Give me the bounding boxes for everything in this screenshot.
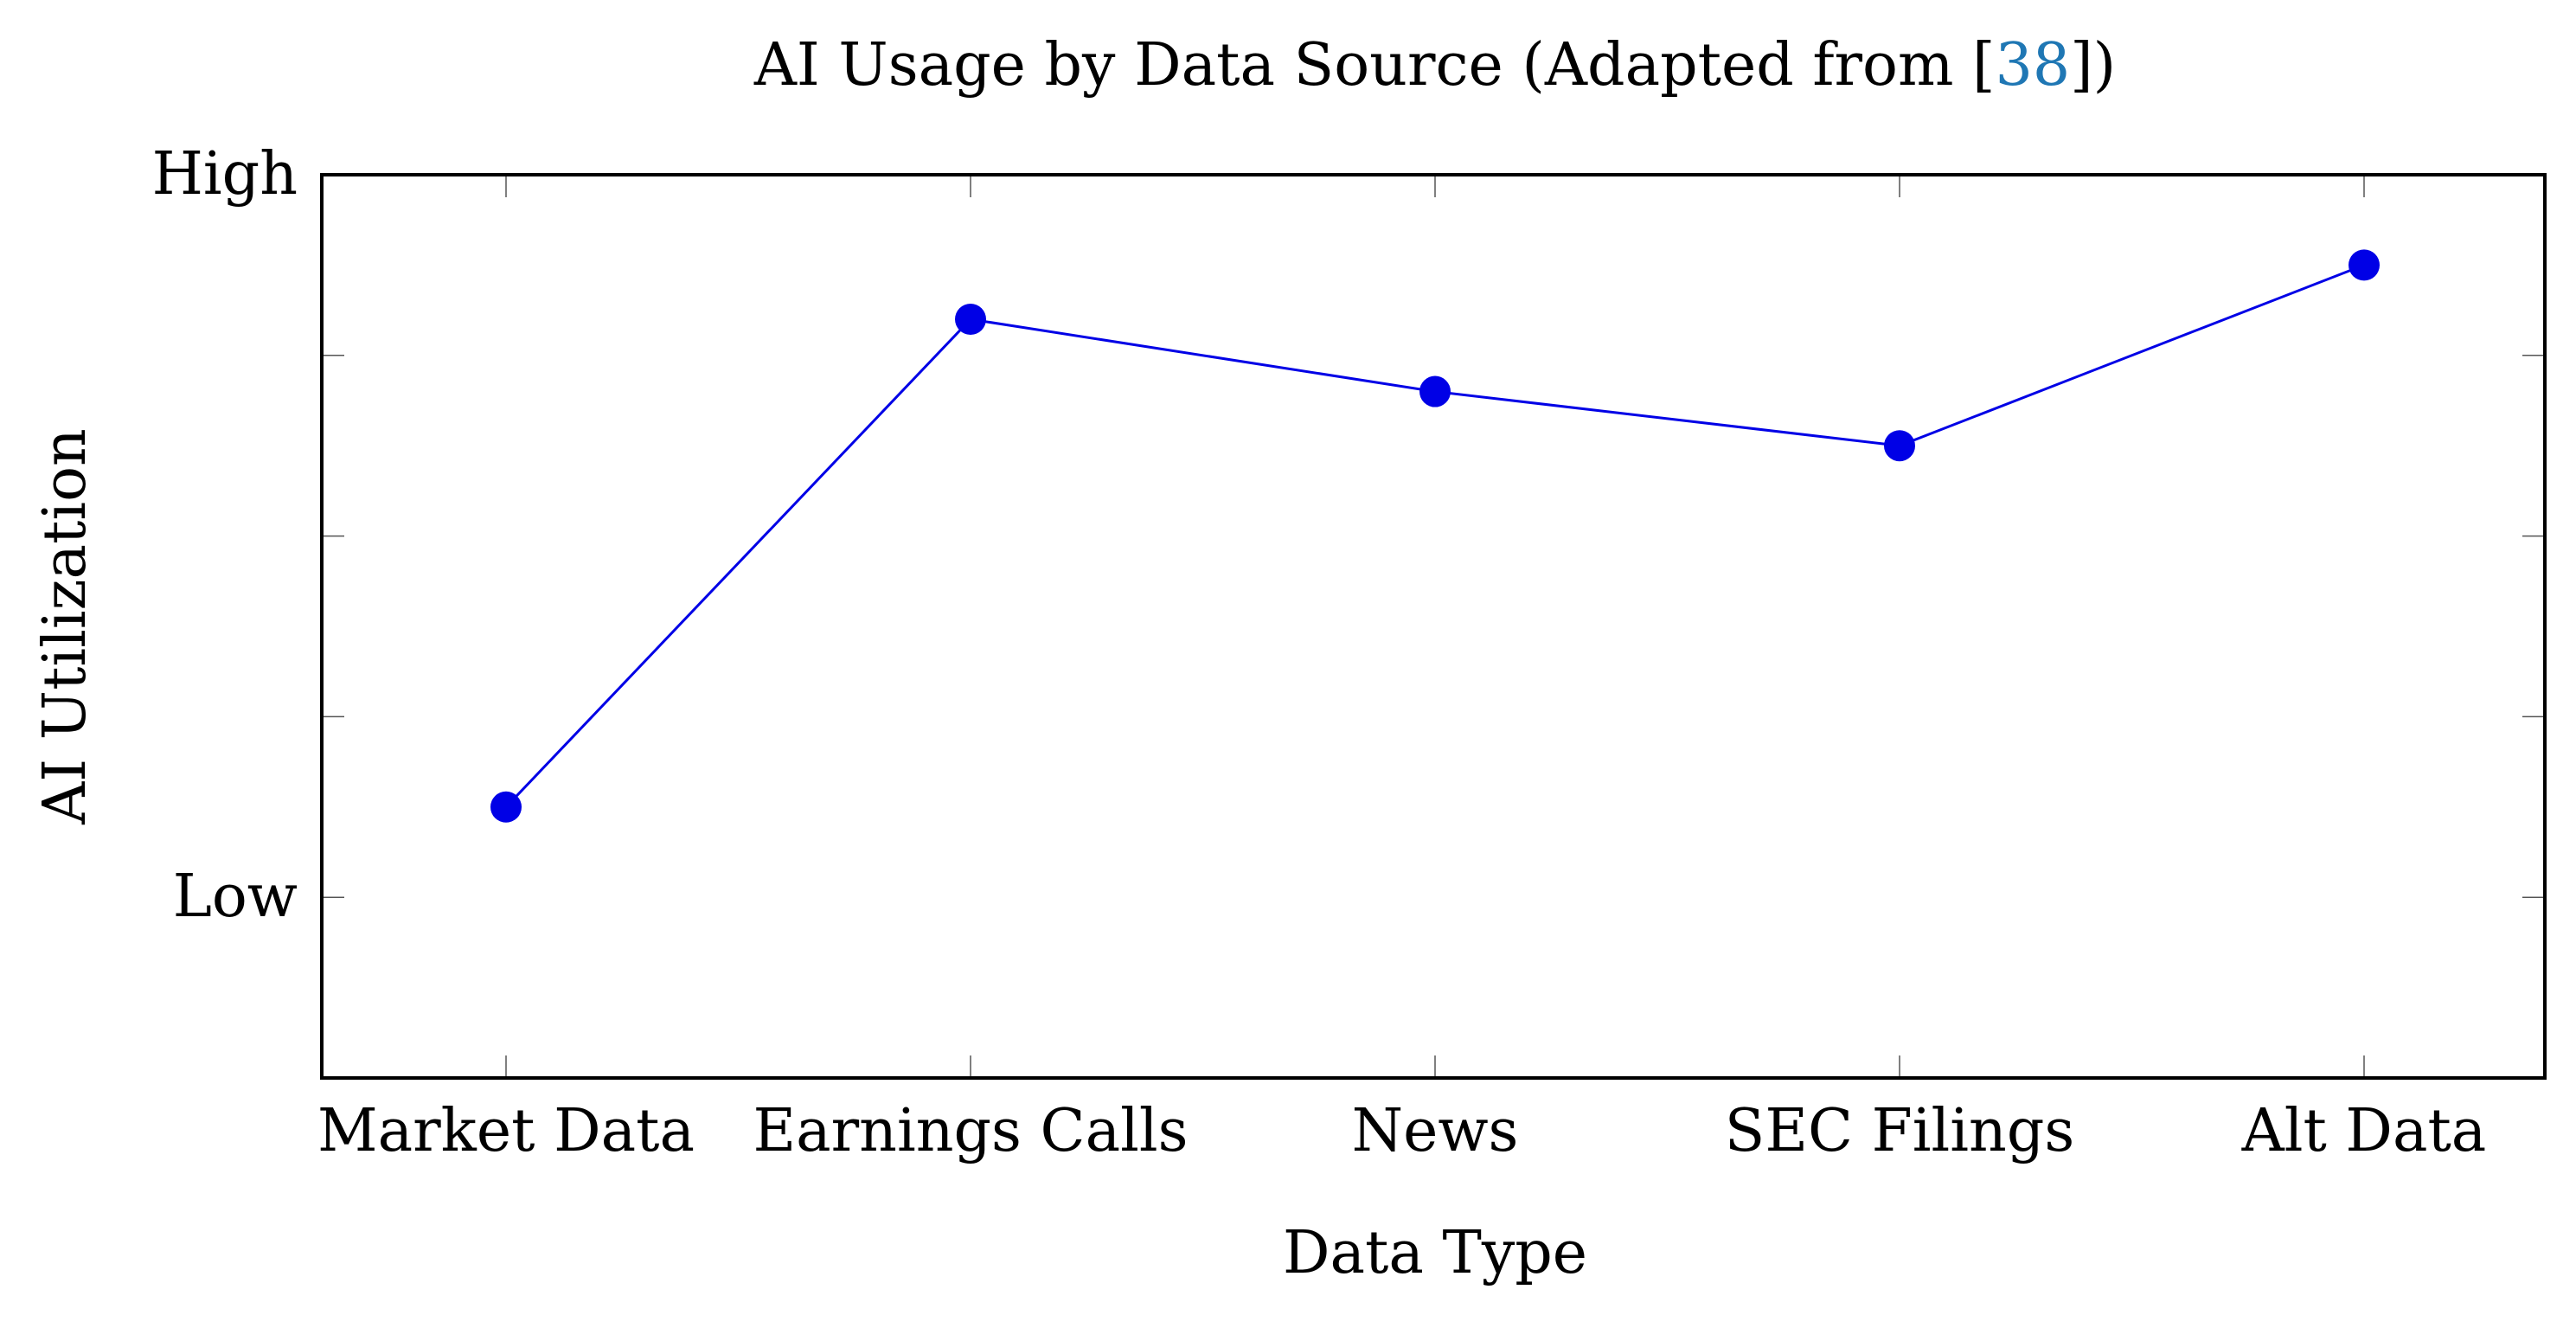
y-axis-label: AI Utilization	[31, 428, 99, 825]
data-point-3	[1884, 430, 1915, 462]
y-tick-label-high: High	[152, 140, 298, 209]
series-line	[504, 264, 2365, 808]
data-point-4	[2349, 249, 2380, 281]
chart-title-ref: 38	[1996, 31, 2071, 99]
chart-title-prefix: AI Usage by Data Source (Adapted from [	[753, 31, 1996, 99]
x-tick-label-0: Market Data	[317, 1097, 695, 1165]
x-tick-label-1: Earnings Calls	[753, 1097, 1188, 1165]
x-tick-label-3: SEC Filings	[1725, 1097, 2075, 1165]
x-tick-label-4: Alt Data	[2241, 1097, 2487, 1165]
point-layer	[490, 249, 2380, 823]
x-tick-label-layer: Market Data Earnings Calls News SEC Filings…	[317, 1097, 2486, 1165]
plot-frame	[320, 173, 2547, 1080]
data-point-1	[955, 304, 986, 336]
data-point-0	[490, 791, 522, 823]
tick-layer	[322, 175, 2545, 1078]
x-tick-label-2: News	[1352, 1097, 1519, 1165]
chart-title-suffix: ])	[2070, 31, 2116, 99]
chart-title: AI Usage by Data Source (Adapted from [3…	[753, 31, 2116, 99]
y-tick-label-layer: Low High	[152, 140, 298, 931]
x-axis-label: Data Type	[1283, 1219, 1587, 1287]
data-point-2	[1419, 375, 1451, 407]
y-tick-label-low: Low	[173, 863, 298, 931]
